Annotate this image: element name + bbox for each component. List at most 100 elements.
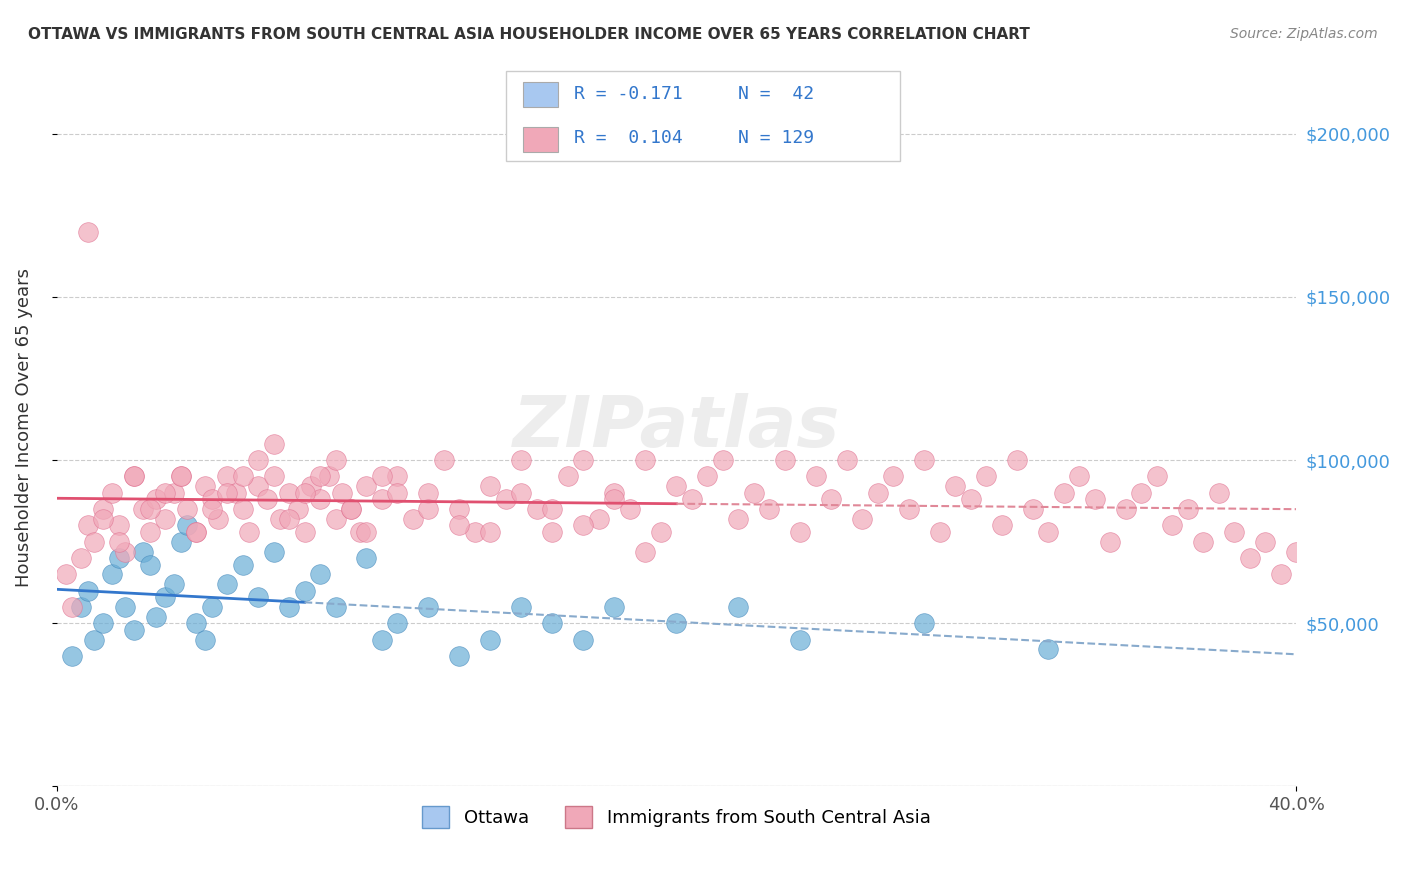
Point (184, 616, 207, 631)
Point (727, 512, 749, 526)
Point (650, 524, 672, 539)
Point (572, 518, 595, 533)
Point (696, 469, 718, 483)
Point (287, 502, 309, 516)
Point (356, 524, 378, 539)
Text: N = 129: N = 129 (738, 129, 814, 147)
Point (107, 534, 129, 549)
Point (572, 632, 595, 647)
Point (882, 469, 904, 483)
Point (974, 469, 997, 483)
Point (681, 492, 703, 507)
Point (184, 524, 207, 539)
Point (912, 453, 935, 467)
Point (70, 551, 93, 566)
Point (309, 492, 332, 507)
Point (1022, 502, 1045, 516)
Point (200, 492, 222, 507)
Point (603, 485, 626, 500)
Point (225, 485, 247, 500)
Point (122, 623, 145, 637)
Point (122, 469, 145, 483)
Point (232, 502, 254, 516)
Point (132, 544, 155, 558)
Point (804, 469, 827, 483)
Point (387, 469, 409, 483)
Point (153, 485, 176, 500)
Point (83, 534, 105, 549)
Point (634, 544, 657, 558)
Point (495, 492, 517, 507)
Point (418, 485, 440, 500)
Point (294, 485, 316, 500)
Point (215, 577, 238, 591)
Point (1084, 492, 1107, 507)
Point (138, 502, 160, 516)
Point (101, 485, 124, 500)
Point (278, 512, 301, 526)
Point (247, 479, 270, 493)
Point (479, 479, 502, 493)
Point (340, 502, 363, 516)
Point (247, 453, 270, 467)
Point (256, 492, 278, 507)
Point (153, 591, 176, 605)
Point (76, 583, 98, 598)
Point (60, 648, 83, 663)
Point (479, 632, 502, 647)
Point (371, 492, 394, 507)
Point (665, 616, 688, 631)
Point (418, 599, 440, 614)
Point (371, 632, 394, 647)
Point (1038, 642, 1060, 657)
Point (449, 518, 471, 533)
Point (449, 502, 471, 516)
Point (371, 469, 394, 483)
Point (114, 544, 136, 558)
Point (603, 599, 626, 614)
Point (820, 492, 842, 507)
Point (263, 544, 285, 558)
Point (356, 551, 378, 566)
Point (742, 485, 765, 500)
Point (510, 485, 533, 500)
Point (1177, 502, 1199, 516)
Point (318, 469, 340, 483)
Text: Source: ZipAtlas.com: Source: ZipAtlas.com (1230, 27, 1378, 41)
Text: R = -0.171: R = -0.171 (574, 85, 682, 103)
Point (232, 558, 254, 572)
Point (928, 524, 950, 539)
Point (526, 502, 548, 516)
Point (194, 479, 217, 493)
Point (153, 512, 176, 526)
Point (711, 453, 734, 467)
Point (215, 485, 238, 500)
Point (309, 469, 332, 483)
Point (263, 469, 285, 483)
Point (215, 469, 238, 483)
Point (145, 609, 167, 624)
Point (1223, 524, 1246, 539)
Point (163, 485, 186, 500)
Point (634, 453, 657, 467)
Point (510, 453, 533, 467)
Point (169, 469, 191, 483)
Point (55, 567, 77, 582)
Point (943, 479, 966, 493)
Point (83, 632, 105, 647)
Text: R =  0.104: R = 0.104 (574, 129, 682, 147)
Point (330, 485, 353, 500)
Point (959, 492, 981, 507)
Point (1146, 469, 1168, 483)
Point (835, 453, 858, 467)
Point (299, 479, 322, 493)
Point (1007, 453, 1029, 467)
Point (418, 502, 440, 516)
Point (1254, 534, 1277, 549)
Y-axis label: Householder Income Over 65 years: Householder Income Over 65 years (15, 268, 32, 587)
Point (200, 599, 222, 614)
Text: N =  42: N = 42 (738, 85, 814, 103)
Point (194, 632, 217, 647)
Point (138, 558, 160, 572)
Point (557, 469, 579, 483)
